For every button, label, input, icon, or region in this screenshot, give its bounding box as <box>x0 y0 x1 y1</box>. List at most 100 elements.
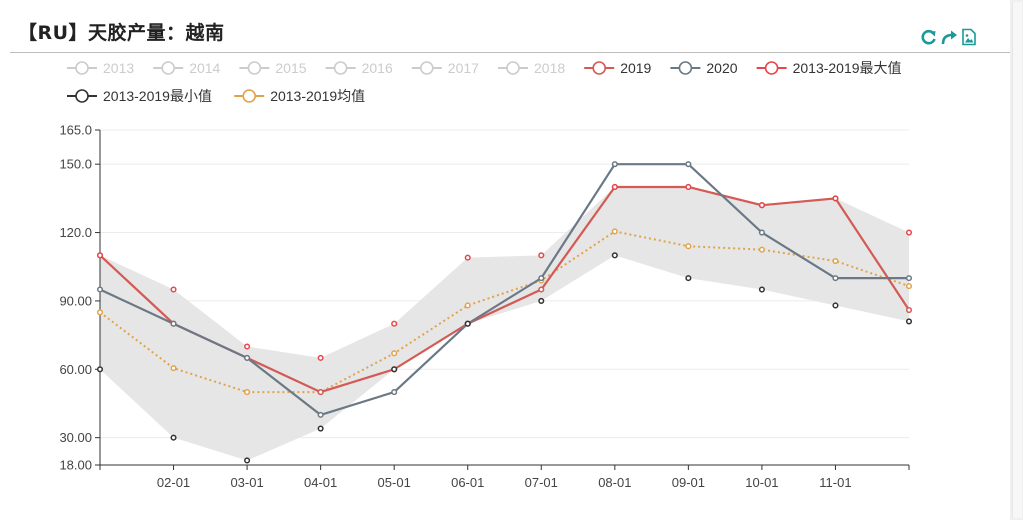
data-point <box>905 283 913 290</box>
save-image-icon[interactable] <box>960 28 978 46</box>
legend-marker <box>506 61 520 75</box>
title-bar: 【RU】天胶产量：越南 <box>0 0 1010 53</box>
legend-marker <box>247 61 262 75</box>
data-point <box>170 434 177 441</box>
legend-label: 2019 <box>620 60 651 76</box>
x-tick-label: 05-01 <box>378 475 411 490</box>
legend-label: 2016 <box>362 60 393 76</box>
legend-marker <box>242 89 256 103</box>
x-tick-label: 04-01 <box>304 475 337 490</box>
data-point <box>832 257 839 265</box>
data-point <box>685 183 692 191</box>
y-axis-ticks: 18.00 30.00 60.00 90.00 120.0 150.0 165.0 <box>59 123 100 473</box>
legend-marker <box>592 61 607 75</box>
legend-item-2013[interactable]: 2013 <box>67 60 134 76</box>
data-point <box>538 297 545 304</box>
legend-label: 2013-2019最大值 <box>793 60 902 76</box>
data-point <box>391 366 398 373</box>
legend-item-2013-2019最小值[interactable]: 2013-2019最小值 <box>67 88 212 104</box>
x-tick-label: 11-01 <box>819 475 851 490</box>
legend-item-2013-2019最大值[interactable]: 2013-2019最大值 <box>756 60 902 76</box>
legend-marker <box>75 61 89 75</box>
y-tick-label: 18.00 <box>59 458 92 473</box>
legend-marker <box>764 61 779 75</box>
data-point <box>685 161 692 168</box>
legend-label: 2020 <box>706 60 737 76</box>
data-point <box>832 195 839 202</box>
legend-marker <box>419 61 434 75</box>
legend-marker <box>161 61 175 75</box>
refresh-icon[interactable] <box>920 28 938 46</box>
data-point <box>170 320 177 327</box>
data-point <box>832 275 839 282</box>
legend-item-2019[interactable]: 2019 <box>584 60 652 76</box>
data-point <box>317 389 324 396</box>
x-axis-ticks: 02-01 03-01 04-01 05-01 06-01 07-01 08-01 09-01… <box>99 465 910 490</box>
legend-marker <box>75 89 89 103</box>
data-point <box>611 183 618 191</box>
data-point <box>317 425 324 432</box>
data-point <box>758 246 765 253</box>
data-point <box>244 457 251 464</box>
data-point <box>464 320 471 327</box>
legend-item-2018[interactable]: 2018 <box>498 60 565 76</box>
data-point <box>96 286 104 293</box>
data-point <box>244 389 251 396</box>
x-tick-label: 09-01 <box>672 475 705 490</box>
legend-item-2017[interactable]: 2017 <box>411 60 479 76</box>
data-point <box>391 389 398 396</box>
y-tick-label: 30.00 <box>59 430 92 445</box>
y-tick-label: 60.00 <box>59 362 92 377</box>
legend-label: 2013-2019均值 <box>270 88 365 104</box>
y-tick-label: 165.0 <box>59 123 92 138</box>
series-2013-2019均值 <box>96 228 913 396</box>
data-point <box>611 161 618 168</box>
y-tick-label: 120.0 <box>59 225 92 240</box>
data-point <box>538 286 545 293</box>
x-tick-label: 10-01 <box>745 475 778 490</box>
data-point <box>538 252 545 259</box>
data-point <box>317 411 324 418</box>
legend-label: 2013-2019最小值 <box>103 88 212 104</box>
legend-item-2013-2019均值[interactable]: 2013-2019均值 <box>234 88 365 104</box>
legend-item-2016[interactable]: 2016 <box>325 60 393 76</box>
scrollbar-thumb[interactable] <box>1012 2 1022 518</box>
data-point <box>96 252 104 259</box>
data-point <box>758 286 765 293</box>
data-point <box>905 229 913 236</box>
legend-label: 2018 <box>534 60 565 76</box>
data-point <box>685 275 692 282</box>
data-point <box>464 254 471 261</box>
data-point <box>96 309 104 316</box>
y-tick-label: 90.00 <box>59 293 92 308</box>
legend-marker <box>333 61 348 75</box>
data-point <box>170 286 177 293</box>
page-title: 【RU】天胶产量：越南 <box>18 22 225 44</box>
data-point <box>538 275 545 282</box>
data-point <box>832 302 839 309</box>
legend-label: 2014 <box>189 60 220 76</box>
data-point <box>244 343 251 350</box>
data-point <box>317 354 324 361</box>
data-point <box>905 318 913 325</box>
title-divider <box>10 52 1010 53</box>
x-tick-label: 07-01 <box>525 475 558 490</box>
data-point <box>611 252 618 259</box>
share-icon[interactable] <box>940 28 958 46</box>
data-point <box>170 365 177 372</box>
x-tick-label: 02-01 <box>157 475 190 490</box>
legend-label: 2017 <box>448 60 479 76</box>
data-point <box>905 275 913 282</box>
legend-marker <box>678 61 693 75</box>
legend-item-2020[interactable]: 2020 <box>670 60 738 76</box>
data-point <box>611 228 618 235</box>
legend-item-2014[interactable]: 2014 <box>153 60 221 76</box>
legend-label: 2013 <box>103 60 134 76</box>
legend: 2013 2014 2015 2016 2017 2018 2019 2020 2013-201… <box>67 60 902 104</box>
data-point <box>685 243 692 250</box>
x-tick-label: 06-01 <box>451 475 484 490</box>
legend-item-2015[interactable]: 2015 <box>239 60 307 76</box>
scrollbar[interactable] <box>1010 0 1023 520</box>
y-tick-label: 150.0 <box>59 157 92 172</box>
